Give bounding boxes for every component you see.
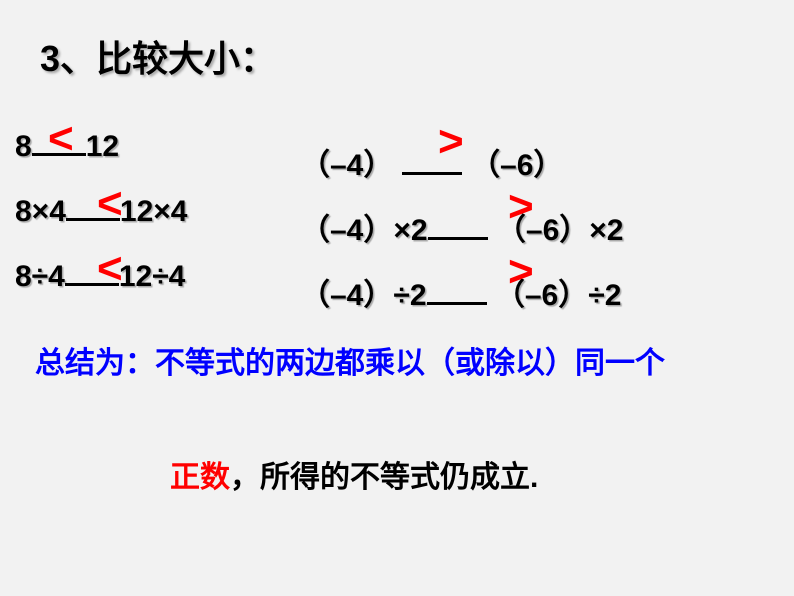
greater-than-icon: >: [508, 250, 534, 294]
blank-line: [427, 302, 487, 305]
operand-a: （–4）÷2: [300, 279, 427, 312]
operand-a: 8×4: [15, 195, 66, 228]
operand-b: 12: [86, 130, 119, 163]
less-than-icon: <: [48, 117, 74, 161]
less-than-icon: <: [97, 247, 123, 291]
page-title: 3、比较大小：: [40, 30, 276, 82]
greater-than-icon: >: [508, 185, 534, 229]
comparison-right-2: （–4）×2 （–6）×2: [300, 205, 624, 249]
greater-than-icon: >: [438, 120, 464, 164]
comparison-right-1: （–4） （–6）: [300, 140, 563, 184]
highlighted-word: 正数: [170, 461, 230, 494]
operand-b: 12÷4: [119, 260, 186, 293]
blank-line: [428, 237, 488, 240]
less-than-icon: <: [97, 182, 123, 226]
operand-a: （–4）: [300, 149, 393, 182]
conclusion-text: 正数，所得的不等式仍成立.: [170, 452, 538, 496]
comparison-right-3: （–4）÷2 （–6）÷2: [300, 270, 621, 314]
conclusion-rest: ，所得的不等式仍成立.: [230, 461, 538, 494]
operand-b: （–6）: [470, 149, 563, 182]
operand-b: 12×4: [120, 195, 188, 228]
operand-a: 8÷4: [15, 260, 65, 293]
summary-text: 总结为：不等式的两边都乘以（或除以）同一个: [35, 338, 754, 389]
operand-a: 8: [15, 130, 32, 163]
blank-line: [402, 172, 462, 175]
operand-a: （–4）×2: [300, 214, 428, 247]
